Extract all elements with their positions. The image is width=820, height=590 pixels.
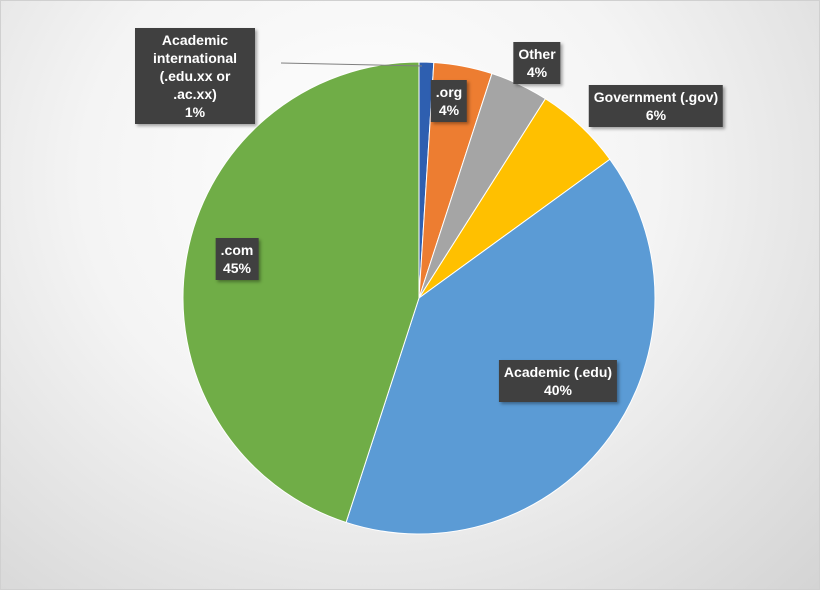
leader-line	[280, 62, 423, 67]
data-label: .org 4%	[430, 80, 468, 122]
label-value: 6%	[645, 107, 667, 123]
pie-slice	[182, 61, 420, 524]
label-value: 40%	[543, 382, 573, 398]
label-value: 4%	[526, 64, 548, 80]
label-name: .org	[435, 84, 463, 100]
data-label: Academic (.edu) 40%	[498, 360, 618, 402]
pie-slice	[345, 158, 656, 535]
data-label: Other 4%	[513, 42, 561, 84]
label-name: Academic (.edu)	[503, 364, 613, 380]
data-label: Government (.gov) 6%	[588, 85, 724, 127]
label-name: Government (.gov)	[593, 89, 719, 105]
data-label: .com 45%	[215, 238, 259, 280]
label-value: 4%	[438, 102, 460, 118]
label-name: Academic international (.edu.xx or .ac.x…	[152, 32, 237, 102]
label-value: 45%	[222, 260, 252, 276]
label-name: .com	[220, 242, 254, 258]
data-label: Academic international (.edu.xx or .ac.x…	[135, 28, 255, 124]
label-value: 1%	[184, 104, 206, 120]
label-name: Other	[518, 46, 556, 62]
